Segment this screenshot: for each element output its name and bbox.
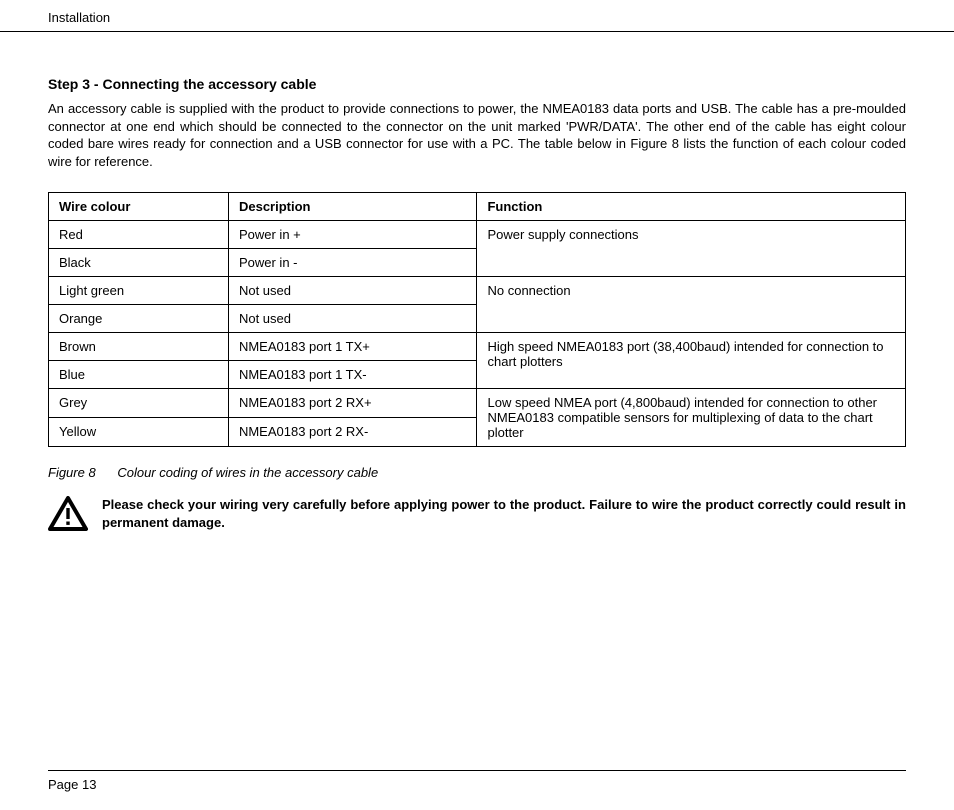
cell-desc: NMEA0183 port 1 TX- (228, 361, 477, 389)
cell-wire: Blue (49, 361, 229, 389)
cell-wire: Red (49, 221, 229, 249)
cell-desc: NMEA0183 port 2 RX- (228, 418, 477, 447)
cell-desc: Not used (228, 277, 477, 305)
cell-wire: Yellow (49, 418, 229, 447)
cell-func: Low speed NMEA port (4,800baud) intended… (477, 389, 906, 447)
section-header: Installation (48, 10, 954, 25)
cell-wire: Brown (49, 333, 229, 361)
cell-desc: Not used (228, 305, 477, 333)
figure-caption-text: Colour coding of wires in the accessory … (117, 465, 378, 480)
page-number: Page 13 (48, 777, 906, 792)
figure-caption: Figure 8 Colour coding of wires in the a… (48, 465, 906, 480)
page-footer: Page 13 (0, 770, 954, 792)
cell-wire: Orange (49, 305, 229, 333)
step-body: An accessory cable is supplied with the … (48, 100, 906, 170)
wire-table: Wire colour Description Function RedPowe… (48, 192, 906, 447)
figure-label: Figure 8 (48, 465, 96, 480)
cell-func: No connection (477, 277, 906, 333)
table-row: GreyNMEA0183 port 2 RX+Low speed NMEA po… (49, 389, 906, 418)
table-row: RedPower in +Power supply connections (49, 221, 906, 249)
cell-wire: Grey (49, 389, 229, 418)
cell-wire: Black (49, 249, 229, 277)
col-header-func: Function (477, 193, 906, 221)
cell-desc: Power in + (228, 221, 477, 249)
cell-func: Power supply connections (477, 221, 906, 277)
cell-desc: NMEA0183 port 1 TX+ (228, 333, 477, 361)
cell-func: High speed NMEA0183 port (38,400baud) in… (477, 333, 906, 389)
table-row: Light greenNot usedNo connection (49, 277, 906, 305)
warning-block: Please check your wiring very carefully … (48, 496, 906, 532)
table-body: RedPower in +Power supply connectionsBla… (49, 221, 906, 447)
table-row: BrownNMEA0183 port 1 TX+High speed NMEA0… (49, 333, 906, 361)
step-title: Step 3 - Connecting the accessory cable (48, 76, 906, 92)
cell-wire: Light green (49, 277, 229, 305)
footer-rule (48, 770, 906, 771)
warning-text: Please check your wiring very carefully … (102, 496, 906, 531)
cell-desc: NMEA0183 port 2 RX+ (228, 389, 477, 418)
col-header-wire: Wire colour (49, 193, 229, 221)
warning-icon (48, 496, 88, 532)
cell-desc: Power in - (228, 249, 477, 277)
table-header-row: Wire colour Description Function (49, 193, 906, 221)
col-header-desc: Description (228, 193, 477, 221)
